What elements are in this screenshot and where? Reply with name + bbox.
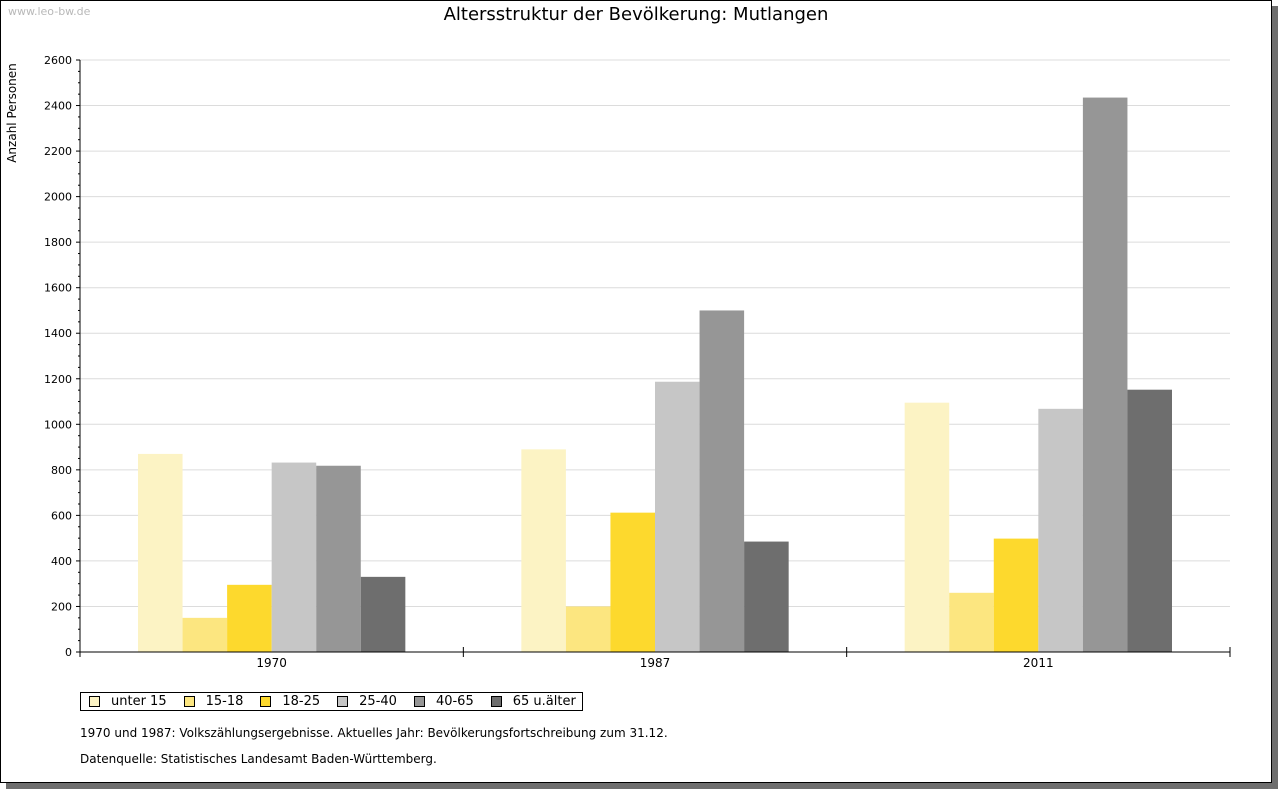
legend-label: unter 15 xyxy=(111,694,167,709)
y-tick-label: 2600 xyxy=(44,54,72,67)
y-tick-label: 1600 xyxy=(44,282,72,295)
legend-swatch xyxy=(260,696,272,707)
frame-shadow-right xyxy=(1272,6,1278,789)
bar xyxy=(949,592,994,652)
y-tick-label: 2000 xyxy=(44,191,72,204)
legend-item: 25-40 xyxy=(333,694,397,709)
y-tick-label: 200 xyxy=(51,600,72,613)
legend-label: 40-65 xyxy=(435,694,474,709)
legend-swatch xyxy=(89,696,100,707)
y-tick-label: 400 xyxy=(51,555,72,568)
y-tick-label: 2200 xyxy=(44,145,72,158)
legend-label: 65 u.älter xyxy=(512,694,576,709)
legend-swatch xyxy=(413,696,425,707)
y-tick-label: 800 xyxy=(51,464,72,477)
legend-item: 15-18 xyxy=(180,694,244,709)
y-tick-label: 1000 xyxy=(44,418,72,431)
y-tick-label: 1400 xyxy=(44,327,72,340)
x-tick-label: 1987 xyxy=(640,656,671,670)
legend-swatch xyxy=(490,696,502,707)
legend-swatch xyxy=(183,696,195,707)
chart-title: Altersstruktur der Bevölkerung: Mutlange… xyxy=(443,4,829,25)
bar xyxy=(360,576,406,652)
legend-item: unter 15 xyxy=(85,694,167,709)
legend-item: 18-25 xyxy=(256,694,320,709)
bar xyxy=(993,538,1039,652)
bar xyxy=(744,541,789,652)
chart-legend: unter 15 15-18 18-25 25-40 40-65 65 u.älter xyxy=(80,692,583,711)
bar xyxy=(182,617,228,652)
y-tick-label: 600 xyxy=(51,509,72,522)
legend-label: 18-25 xyxy=(282,694,321,709)
bar xyxy=(138,453,183,652)
legend-swatch xyxy=(337,696,349,707)
bar xyxy=(316,465,361,652)
bar xyxy=(227,584,272,652)
y-tick-label: 1200 xyxy=(44,373,72,386)
x-tick-label: 2011 xyxy=(1023,656,1054,670)
bar xyxy=(610,512,655,652)
bar xyxy=(699,310,745,652)
y-tick-label: 1800 xyxy=(44,236,72,249)
legend-label: 25-40 xyxy=(359,694,397,709)
bar xyxy=(1082,97,1128,653)
legend-item: 65 u.älter xyxy=(487,694,576,709)
note-source: Datenquelle: Statistisches Landesamt Bad… xyxy=(80,752,437,766)
legend-item: 40-65 xyxy=(410,694,474,709)
y-tick-label: 0 xyxy=(65,646,72,659)
bar xyxy=(271,462,317,652)
watermark: www.leo-bw.de xyxy=(8,5,91,18)
y-tick-label: 2400 xyxy=(44,100,72,113)
legend-label: 15-18 xyxy=(205,694,244,709)
bar xyxy=(565,606,611,652)
bar xyxy=(1038,408,1083,652)
bar xyxy=(1127,389,1172,652)
bar xyxy=(655,381,700,652)
note-census: 1970 und 1987: Volkszählungsergebnisse. … xyxy=(80,726,668,740)
x-tick-label: 1970 xyxy=(256,656,287,670)
frame-shadow-bottom xyxy=(6,783,1278,789)
bar xyxy=(521,449,566,652)
bar xyxy=(904,402,950,652)
